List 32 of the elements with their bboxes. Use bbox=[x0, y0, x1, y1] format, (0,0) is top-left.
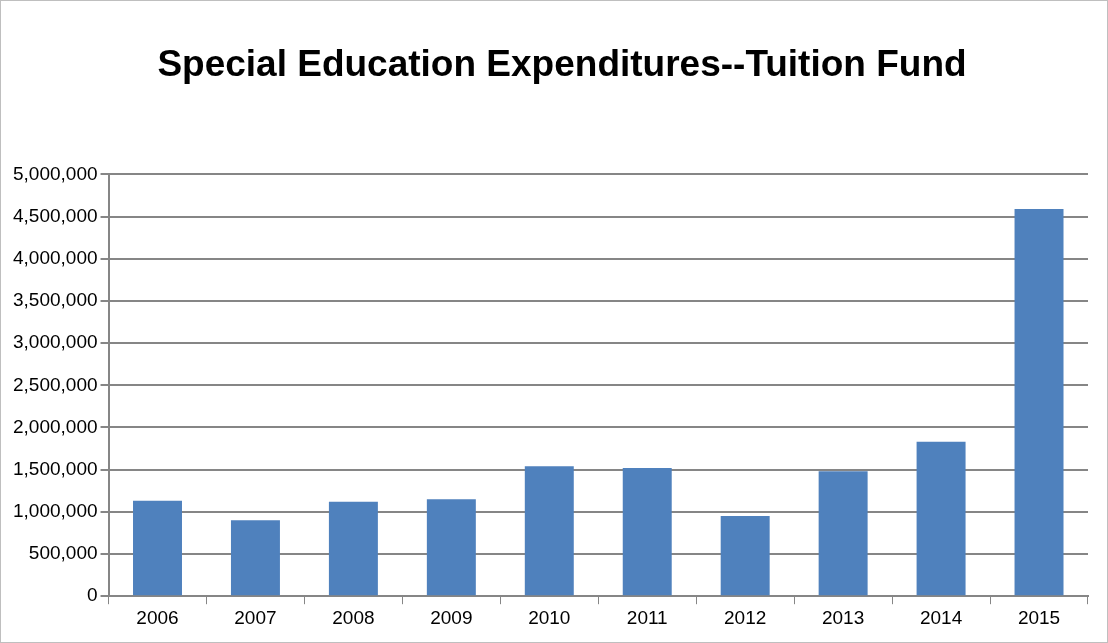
bar bbox=[1014, 208, 1064, 596]
x-tick-label: 2013 bbox=[821, 606, 865, 628]
y-tick-label: 2,000,000 bbox=[12, 415, 98, 437]
y-tick-label: 3,500,000 bbox=[12, 289, 98, 311]
x-tick-label: 2011 bbox=[626, 606, 668, 628]
y-tick-label: 2,500,000 bbox=[12, 373, 98, 395]
y-tick-label: 5,000,000 bbox=[12, 162, 98, 184]
bar bbox=[426, 499, 476, 596]
x-tick-label: 2015 bbox=[1017, 606, 1061, 628]
bar bbox=[916, 441, 966, 596]
bar bbox=[133, 500, 182, 596]
x-tick-label: 2008 bbox=[332, 606, 375, 628]
x-tick-label: 2012 bbox=[724, 606, 767, 628]
x-tick-label: 2014 bbox=[919, 606, 963, 628]
y-tick-label: 1,500,000 bbox=[12, 457, 98, 479]
y-tick-label: 500,000 bbox=[28, 542, 98, 564]
y-tick-label: 1,000,000 bbox=[12, 500, 98, 522]
x-tick-label: 2006 bbox=[136, 606, 179, 628]
bar bbox=[818, 471, 868, 596]
bar bbox=[328, 501, 378, 596]
x-tick-label: 2007 bbox=[234, 606, 277, 628]
bar bbox=[524, 466, 574, 596]
x-tick-label: 2010 bbox=[528, 606, 571, 628]
y-tick-label: 3,000,000 bbox=[12, 331, 98, 353]
bar bbox=[230, 520, 280, 596]
chart-title: Special Education Expenditures--Tuition Fund bbox=[156, 42, 968, 86]
bar bbox=[720, 516, 770, 596]
bar bbox=[622, 467, 672, 596]
y-tick-label: 0 bbox=[86, 584, 98, 606]
x-tick-label: 2009 bbox=[430, 606, 473, 628]
y-tick-label: 4,500,000 bbox=[12, 204, 98, 226]
y-tick-label: 4,000,000 bbox=[12, 246, 98, 268]
